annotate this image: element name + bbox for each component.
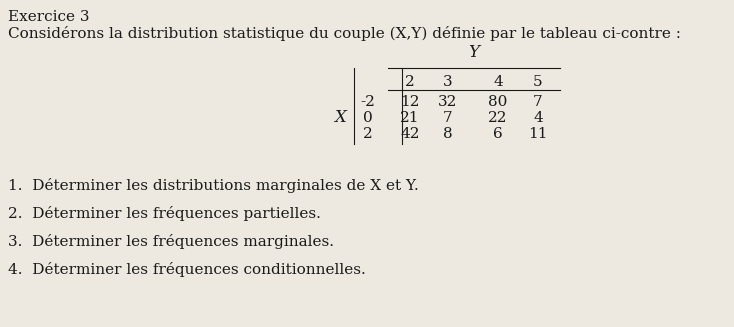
Text: 11: 11 [528, 127, 548, 141]
Text: 2: 2 [405, 75, 415, 89]
Text: 80: 80 [488, 95, 508, 109]
Text: Considérons la distribution statistique du couple (X,Y) définie par le tableau c: Considérons la distribution statistique … [8, 26, 681, 41]
Text: 4: 4 [533, 111, 543, 125]
Text: 3: 3 [443, 75, 453, 89]
Text: X: X [334, 110, 346, 127]
Text: 2: 2 [363, 127, 373, 141]
Text: 7: 7 [533, 95, 543, 109]
Text: 42: 42 [400, 127, 420, 141]
Text: 1.  Déterminer les distributions marginales de X et Y.: 1. Déterminer les distributions marginal… [8, 178, 419, 193]
Text: 4: 4 [493, 75, 503, 89]
Text: 7: 7 [443, 111, 453, 125]
Text: 5: 5 [533, 75, 543, 89]
Text: 22: 22 [488, 111, 508, 125]
Text: Y: Y [468, 44, 479, 61]
Text: 3.  Déterminer les fréquences marginales.: 3. Déterminer les fréquences marginales. [8, 234, 334, 249]
Text: 32: 32 [438, 95, 458, 109]
Text: 12: 12 [400, 95, 420, 109]
Text: 0: 0 [363, 111, 373, 125]
Text: 8: 8 [443, 127, 453, 141]
Text: 4.  Déterminer les fréquences conditionnelles.: 4. Déterminer les fréquences conditionne… [8, 262, 366, 277]
Text: -2: -2 [360, 95, 375, 109]
Text: 2.  Déterminer les fréquences partielles.: 2. Déterminer les fréquences partielles. [8, 206, 321, 221]
Text: Exercice 3: Exercice 3 [8, 10, 90, 24]
Text: 6: 6 [493, 127, 503, 141]
Text: 21: 21 [400, 111, 420, 125]
